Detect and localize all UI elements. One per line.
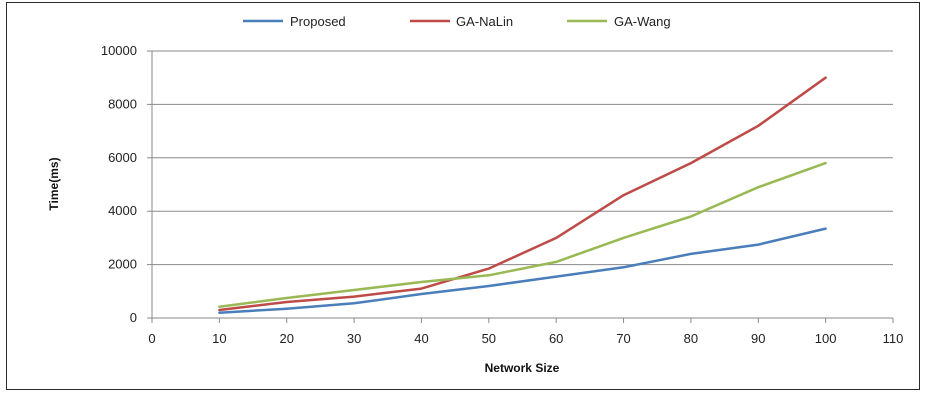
x-axis-title: Network Size (485, 361, 560, 375)
series-line-proposed (218, 227, 827, 314)
x-tick-label: 10 (212, 331, 226, 346)
x-tick-label: 110 (883, 331, 904, 346)
x-tick-label: 90 (751, 331, 765, 346)
y-axis-title: Time(ms) (47, 157, 61, 210)
axes (151, 51, 893, 319)
x-tick-label: 40 (414, 331, 428, 346)
x-tick-label: 100 (815, 331, 837, 346)
x-tick-label: 30 (347, 331, 361, 346)
x-tick-label: 60 (549, 331, 563, 346)
x-tick-label: 50 (482, 331, 496, 346)
y-tick-label: 6000 (108, 150, 137, 165)
y-tick-label: 8000 (108, 96, 137, 111)
x-tick-label: 0 (148, 331, 155, 346)
legend-label-ga-nalin: GA-NaLin (456, 14, 513, 29)
ticks: 0 2000 4000 6000 8000 10000 0 10 20 30 40 50 60 70 80 9… (101, 43, 904, 346)
chart-frame (6, 2, 920, 390)
y-tick-label: 10000 (101, 43, 137, 58)
series-line-ga-wang (218, 161, 827, 309)
gridlines (152, 50, 893, 266)
legend-label-proposed: Proposed (290, 14, 346, 29)
series-line-ga-nalin (218, 76, 827, 312)
legend: Proposed GA-NaLin GA-Wang (243, 14, 671, 29)
y-tick-label: 0 (130, 310, 137, 325)
x-tick-label: 70 (616, 331, 630, 346)
y-tick-label: 2000 (108, 257, 137, 272)
y-tick-label: 4000 (108, 203, 137, 218)
x-tick-label: 80 (684, 331, 698, 346)
legend-label-ga-wang: GA-Wang (614, 14, 671, 29)
series-group (218, 76, 827, 314)
x-tick-label: 20 (279, 331, 293, 346)
